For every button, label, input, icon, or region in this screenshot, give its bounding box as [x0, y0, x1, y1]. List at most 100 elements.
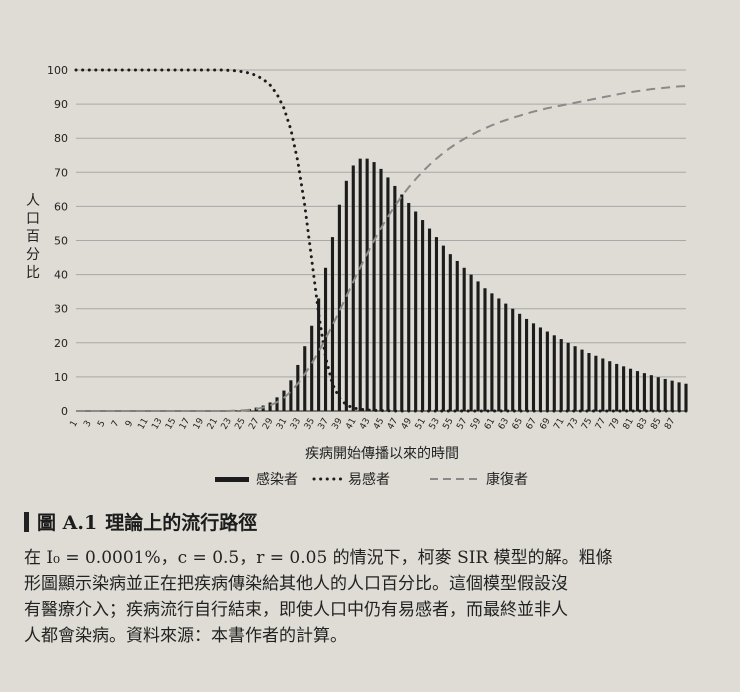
infected-bar	[552, 335, 556, 411]
infected-bar	[594, 355, 598, 411]
infected-bar	[531, 323, 536, 411]
y-axis-label-char: 口	[26, 211, 40, 227]
x-tick-label: 3	[82, 419, 94, 429]
x-tick-label: 5	[96, 419, 108, 429]
x-tick-label: 23	[220, 417, 234, 432]
infected-bar	[566, 342, 570, 411]
infected-bar	[303, 346, 307, 411]
infected-bar	[518, 313, 522, 411]
x-tick-label: 21	[206, 417, 220, 432]
infected-bar	[365, 158, 369, 411]
infected-bar	[386, 177, 390, 411]
y-tick-label: 70	[54, 166, 68, 179]
infected-bar	[511, 308, 515, 411]
infected-bar	[635, 371, 640, 411]
figure-label: 圖 A.1	[37, 512, 98, 534]
infected-bars	[226, 158, 688, 411]
x-tick-label: 83	[635, 417, 649, 432]
infected-bar	[379, 168, 383, 411]
x-tick-label: 79	[608, 416, 623, 431]
infected-bar	[310, 325, 314, 411]
infected-bar	[649, 375, 653, 411]
y-tick-label: 100	[47, 64, 68, 77]
infected-bar	[462, 267, 466, 411]
x-tick-labels: 1 3 5 7 9 11 13 15 17 19 21 23 25 27 29 31 33 35 37 39 41 43 4…	[69, 416, 678, 431]
legend-item-recovered: 康復者	[430, 471, 528, 488]
y-axis-label-char: 百	[26, 229, 40, 245]
infected-bar	[330, 237, 335, 411]
infected-bar	[268, 402, 272, 411]
y-axis-label: 人口百分比	[24, 192, 42, 282]
infected-bar	[525, 318, 529, 411]
legend-label-susceptible: 易感者	[348, 471, 390, 488]
x-tick-label: 61	[483, 417, 497, 432]
infected-bar	[573, 346, 577, 411]
legend-bar-swatch	[215, 477, 249, 482]
infected-bar	[351, 165, 355, 411]
x-tick-label: 49	[400, 416, 415, 431]
description-line: 有醫療介入；疾病流行自行結束，即使人口中仍有易感者，而最終並非人	[24, 600, 568, 620]
x-tick-label: 17	[178, 417, 192, 432]
legend-item-susceptible: 易感者	[312, 471, 390, 488]
description-line: 在 I₀ = 0.0001%，c = 0.5，r = 0.05 的情況下，柯麥 …	[24, 548, 613, 568]
x-tick-label: 69	[538, 416, 553, 431]
infected-bar	[497, 298, 501, 411]
y-tick-label: 0	[61, 405, 68, 418]
infected-bar	[233, 410, 237, 411]
infected-bar	[559, 339, 563, 411]
x-tick-label: 87	[663, 417, 677, 432]
description-line: 人都會染病。資料來源：本書作者的計算。	[24, 626, 347, 646]
infected-bar	[476, 281, 480, 411]
infected-bar	[441, 245, 445, 411]
legend-item-infected: 感染者	[215, 471, 298, 488]
title-marker	[24, 511, 29, 532]
x-tick-label: 29	[261, 416, 276, 431]
infected-bar	[490, 293, 494, 411]
y-axis-label-char: 分	[26, 247, 40, 263]
infected-bar	[538, 327, 542, 411]
x-tick-label: 47	[386, 417, 400, 432]
infected-bar	[677, 382, 681, 411]
infected-bar	[282, 390, 286, 411]
x-tick-label: 41	[344, 417, 358, 432]
x-tick-label: 35	[303, 417, 317, 432]
y-tick-labels: 0 10 20 30 40 50 60 70 80 90 100	[47, 64, 68, 418]
legend-label-infected: 感染者	[256, 471, 298, 488]
y-tick-label: 90	[54, 98, 68, 111]
infected-bar	[684, 383, 688, 411]
x-tick-label: 71	[552, 417, 566, 432]
y-tick-label: 20	[54, 337, 68, 350]
infected-bar	[275, 397, 279, 411]
infected-bar	[434, 237, 439, 411]
infected-bar	[628, 368, 633, 411]
x-tick-label: 19	[192, 416, 207, 431]
x-tick-label: 53	[428, 417, 442, 432]
infected-bar	[296, 364, 300, 411]
infected-bar	[587, 353, 591, 411]
infected-bar	[455, 260, 459, 411]
x-tick-label: 81	[622, 417, 636, 432]
y-axis-label-char: 人	[26, 193, 40, 209]
infected-bar	[656, 377, 660, 411]
infected-bar	[323, 267, 328, 411]
y-tick-label: 10	[54, 371, 68, 384]
x-tick-label: 75	[580, 417, 594, 432]
y-tick-label: 30	[54, 303, 68, 316]
x-tick-label: 73	[566, 417, 580, 432]
y-tick-label: 50	[54, 235, 68, 248]
y-tick-label: 80	[54, 132, 68, 145]
x-tick-label: 27	[247, 417, 261, 432]
infected-bar	[393, 185, 397, 411]
infected-bar	[483, 288, 487, 411]
infected-bar	[448, 254, 452, 411]
infected-bar	[580, 349, 584, 411]
x-tick-label: 11	[136, 417, 150, 432]
x-tick-label: 51	[414, 417, 428, 432]
susceptible-line	[74, 68, 688, 413]
infected-bar	[663, 378, 667, 411]
x-tick-label: 45	[372, 417, 386, 432]
x-tick-label: 39	[330, 416, 345, 431]
infected-bar	[469, 274, 473, 411]
x-tick-label: 9	[124, 419, 136, 429]
